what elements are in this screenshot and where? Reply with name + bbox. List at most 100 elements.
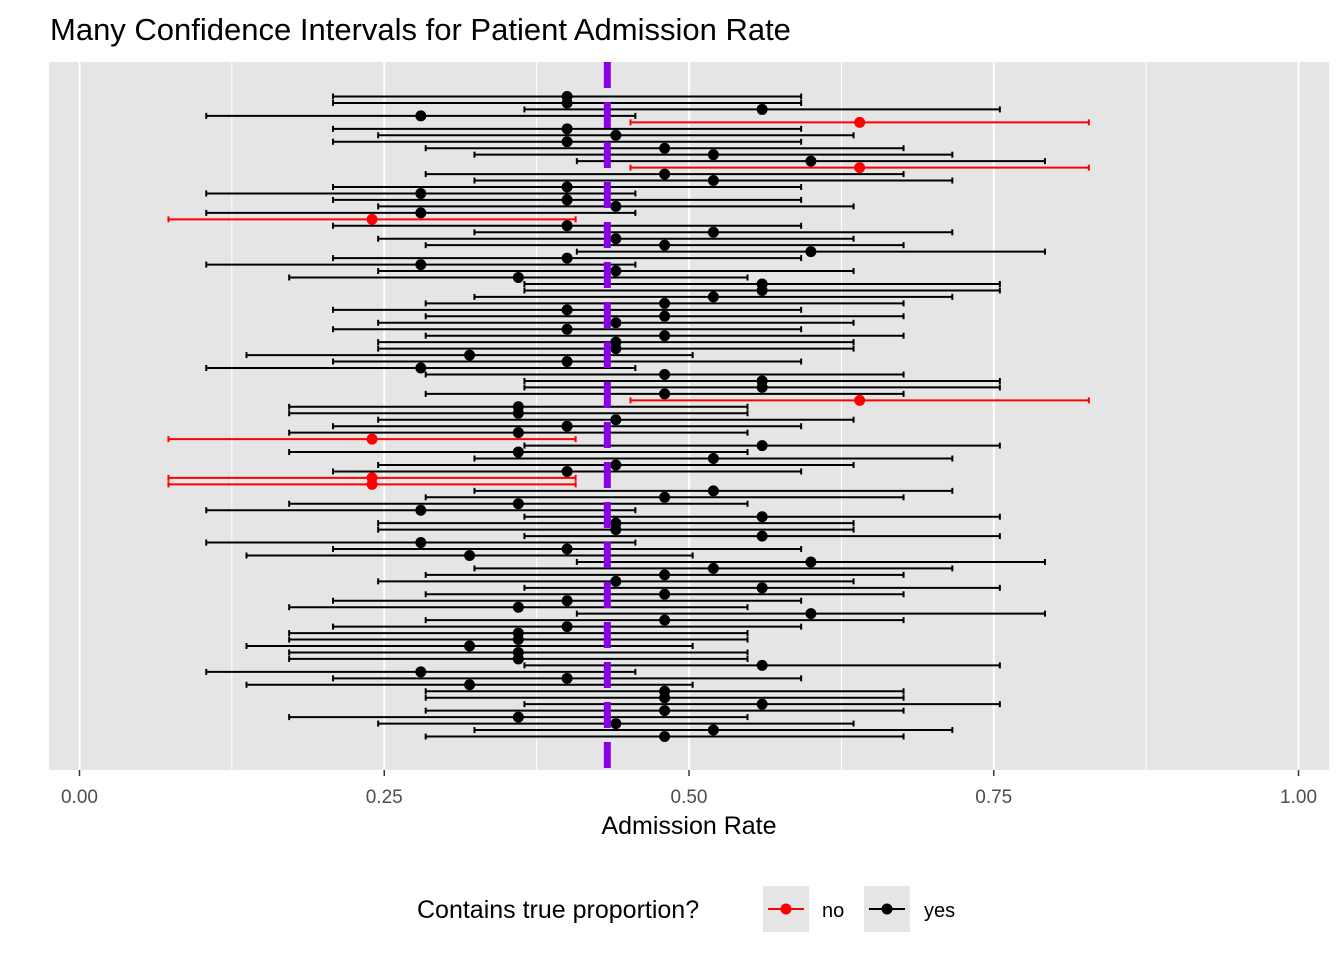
interval-estimate-point <box>610 317 622 329</box>
interval-estimate-point <box>659 388 671 400</box>
interval-estimate-point <box>464 349 476 361</box>
interval-estimate-point <box>854 394 866 406</box>
interval-estimate-point <box>512 711 524 723</box>
interval-estimate-point <box>659 168 671 180</box>
interval <box>377 718 855 730</box>
interval <box>377 317 855 329</box>
interval <box>332 97 803 109</box>
chart-title: Many Confidence Intervals for Patient Ad… <box>50 12 791 47</box>
interval <box>575 608 1046 620</box>
interval <box>523 103 1001 115</box>
interval-estimate-point <box>561 543 573 555</box>
interval <box>377 129 855 141</box>
interval <box>575 246 1046 258</box>
interval-estimate-point <box>464 549 476 561</box>
legend: Contains true proportion? no yes <box>417 886 955 932</box>
interval <box>473 485 954 497</box>
interval-estimate-point <box>707 175 719 187</box>
interval <box>332 220 803 232</box>
interval <box>288 601 749 613</box>
interval <box>473 453 954 465</box>
interval-estimate-point <box>756 530 768 542</box>
interval <box>424 239 905 251</box>
x-axis-title: Admission Rate <box>601 812 776 840</box>
x-tick-label: 0.00 <box>61 787 98 808</box>
interval <box>332 465 803 477</box>
interval <box>245 640 694 652</box>
interval-estimate-point <box>707 453 719 465</box>
interval <box>473 562 954 574</box>
interval-estimate-point <box>659 491 671 503</box>
interval <box>575 556 1046 568</box>
interval-estimate-point <box>707 226 719 238</box>
interval-estimate-point <box>512 446 524 458</box>
interval-estimate-point <box>415 362 427 374</box>
interval-estimate-point <box>854 116 866 128</box>
interval-estimate-point <box>756 659 768 671</box>
interval-estimate-point <box>561 220 573 232</box>
interval <box>424 168 905 180</box>
interval <box>205 504 637 516</box>
interval <box>205 259 637 271</box>
interval-estimate-point <box>561 356 573 368</box>
interval <box>473 175 954 187</box>
interval <box>424 569 905 581</box>
interval-estimate-point <box>610 233 622 245</box>
interval-estimate-point <box>464 640 476 652</box>
interval-estimate-point <box>415 537 427 549</box>
interval <box>377 343 855 355</box>
interval <box>167 478 577 490</box>
interval-estimate-point <box>561 304 573 316</box>
interval-estimate-point <box>561 672 573 684</box>
interval-estimate-point <box>659 692 671 704</box>
interval-estimate-point <box>707 724 719 736</box>
interval-estimate-point <box>756 582 768 594</box>
interval <box>424 388 905 400</box>
interval-estimate-point <box>464 679 476 691</box>
interval <box>205 187 637 199</box>
legend-key-no-point <box>780 903 792 915</box>
interval-estimate-point <box>659 569 671 581</box>
interval-estimate-point <box>561 97 573 109</box>
legend-label-no: no <box>822 900 844 922</box>
interval <box>424 330 905 342</box>
interval <box>167 433 577 445</box>
interval <box>523 381 1001 393</box>
interval-estimate-point <box>707 485 719 497</box>
interval <box>332 420 803 432</box>
interval <box>424 614 905 626</box>
interval-estimate-point <box>366 478 378 490</box>
interval <box>523 530 1001 542</box>
interval-estimate-point <box>415 187 427 199</box>
interval-estimate-point <box>610 718 622 730</box>
interval-estimate-point <box>512 272 524 284</box>
interval <box>377 414 855 426</box>
x-tick-label: 0.25 <box>366 787 403 808</box>
interval-estimate-point <box>659 731 671 742</box>
interval-estimate-point <box>610 343 622 355</box>
interval-estimate-point <box>610 459 622 471</box>
interval-estimate-point <box>659 368 671 380</box>
interval <box>332 252 803 264</box>
interval-estimate-point <box>659 705 671 717</box>
legend-title: Contains true proportion? <box>417 896 699 924</box>
interval-estimate-point <box>610 129 622 141</box>
interval <box>424 368 905 380</box>
interval <box>523 659 1001 671</box>
interval-estimate-point <box>610 524 622 536</box>
interval-layer <box>167 91 1090 742</box>
x-tick-label: 0.50 <box>671 787 708 808</box>
interval <box>332 621 803 633</box>
interval <box>245 349 694 361</box>
interval <box>523 440 1001 452</box>
interval-estimate-point <box>756 284 768 296</box>
interval-estimate-point <box>512 427 524 439</box>
interval <box>245 679 694 691</box>
interval-estimate-point <box>610 265 622 277</box>
interval-estimate-point <box>561 136 573 148</box>
interval-estimate-point <box>561 420 573 432</box>
interval <box>332 323 803 335</box>
interval <box>332 543 803 555</box>
interval <box>424 588 905 600</box>
